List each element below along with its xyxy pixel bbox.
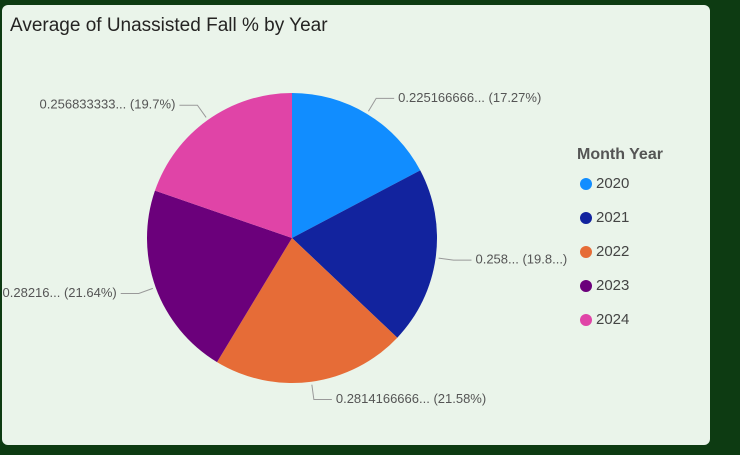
leader-line	[438, 257, 472, 261]
pie-slice	[292, 170, 437, 338]
pie-slice	[146, 190, 292, 363]
legend-marker	[580, 314, 592, 326]
legend-label: 2023	[596, 277, 629, 294]
legend-label: 2022	[596, 243, 629, 260]
legend-label: 2024	[596, 311, 629, 328]
legend-marker	[580, 246, 592, 258]
legend-marker	[580, 178, 592, 190]
pie-slice	[154, 93, 292, 238]
pie-slice	[216, 238, 398, 383]
data-label: 0.28216... (21.64%)	[3, 285, 117, 300]
data-label: 0.2814166666... (21.58%)	[336, 391, 486, 406]
legend-marker	[580, 280, 592, 292]
data-label: 0.256833333... (19.7%)	[40, 97, 176, 112]
legend-label: 2020	[596, 175, 629, 192]
leader-line	[179, 104, 207, 118]
chart-title: Average of Unassisted Fall % by Year	[10, 15, 328, 36]
data-label: 0.225166666... (17.27%)	[398, 90, 541, 105]
legend-title: Month Year	[577, 146, 663, 163]
leader-line	[311, 384, 332, 401]
leader-line	[120, 287, 153, 294]
data-label: 0.258... (19.8...)	[475, 252, 567, 267]
pie-slice	[292, 93, 421, 238]
legend-label: 2021	[596, 209, 629, 226]
legend-marker	[580, 212, 592, 224]
leader-line	[367, 97, 395, 112]
